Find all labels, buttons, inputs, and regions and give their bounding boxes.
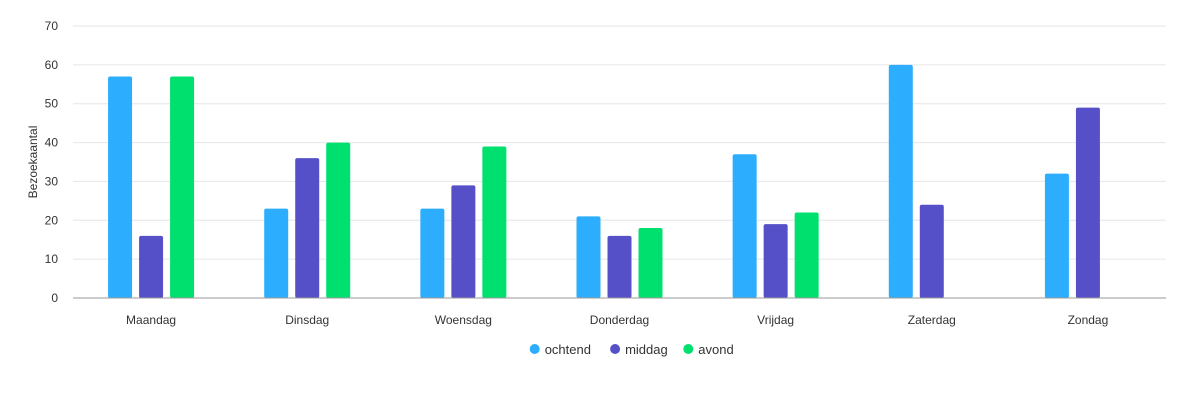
bar-ochtend-zaterdag[interactable] [888, 64, 913, 298]
bar-middag-woensdag[interactable] [451, 185, 476, 298]
legend-marker [529, 344, 540, 354]
x-tick-label: Maandag [126, 313, 176, 327]
y-tick-label: 40 [45, 136, 59, 150]
x-axis-ticks: Maandag Dinsdag Woensdag Donderdag Vrijdag Za… [126, 313, 1108, 327]
y-tick-label: 70 [45, 19, 59, 33]
bar-middag-zaterdag[interactable] [919, 204, 944, 298]
bar-ochtend-vrijdag[interactable] [732, 154, 757, 298]
legend-item-middag[interactable]: middag [610, 342, 668, 357]
x-tick-label: Vrijdag [757, 313, 794, 327]
y-tick-label: 0 [51, 291, 58, 305]
bars [108, 64, 1100, 298]
legend: ochtend middag avond [529, 342, 734, 357]
grid-lines [73, 25, 1166, 260]
legend-label: middag [625, 342, 668, 357]
bar-middag-donderdag[interactable] [607, 235, 632, 298]
y-tick-label: 60 [45, 58, 59, 72]
bar-middag-vrijdag[interactable] [763, 224, 788, 298]
y-tick-label: 30 [45, 174, 59, 188]
bar-avond-maandag[interactable] [170, 76, 195, 298]
bar-ochtend-maandag[interactable] [108, 76, 133, 298]
y-tick-label: 20 [45, 213, 59, 227]
bar-ochtend-zondag[interactable] [1044, 173, 1069, 298]
y-axis-ticks: 0 10 20 30 40 50 60 70 [45, 19, 59, 305]
legend-marker [683, 344, 694, 354]
legend-label: ochtend [545, 342, 591, 357]
legend-item-ochtend[interactable]: ochtend [529, 342, 591, 357]
x-tick-label: Woensdag [435, 313, 492, 327]
x-tick-label: Zaterdag [908, 313, 956, 327]
x-tick-label: Zondag [1068, 313, 1109, 327]
bar-ochtend-donderdag[interactable] [576, 216, 601, 298]
x-tick-label: Dinsdag [285, 313, 329, 327]
bar-middag-dinsdag[interactable] [295, 158, 320, 298]
bar-middag-zondag[interactable] [1075, 107, 1100, 298]
legend-label: avond [698, 342, 733, 357]
bar-avond-woensdag[interactable] [482, 146, 507, 298]
x-tick-label: Donderdag [590, 313, 649, 327]
y-axis-title: Bezoekaantal [26, 126, 40, 199]
bar-avond-donderdag[interactable] [638, 228, 663, 298]
bar-avond-vrijdag[interactable] [794, 212, 819, 298]
bar-ochtend-dinsdag[interactable] [264, 208, 289, 298]
bar-avond-dinsdag[interactable] [326, 142, 351, 298]
legend-item-avond[interactable]: avond [683, 342, 734, 357]
y-tick-label: 50 [45, 97, 59, 111]
bar-ochtend-woensdag[interactable] [420, 208, 445, 298]
legend-marker [610, 344, 621, 354]
y-tick-label: 10 [45, 252, 59, 266]
bar-middag-maandag[interactable] [139, 235, 164, 298]
